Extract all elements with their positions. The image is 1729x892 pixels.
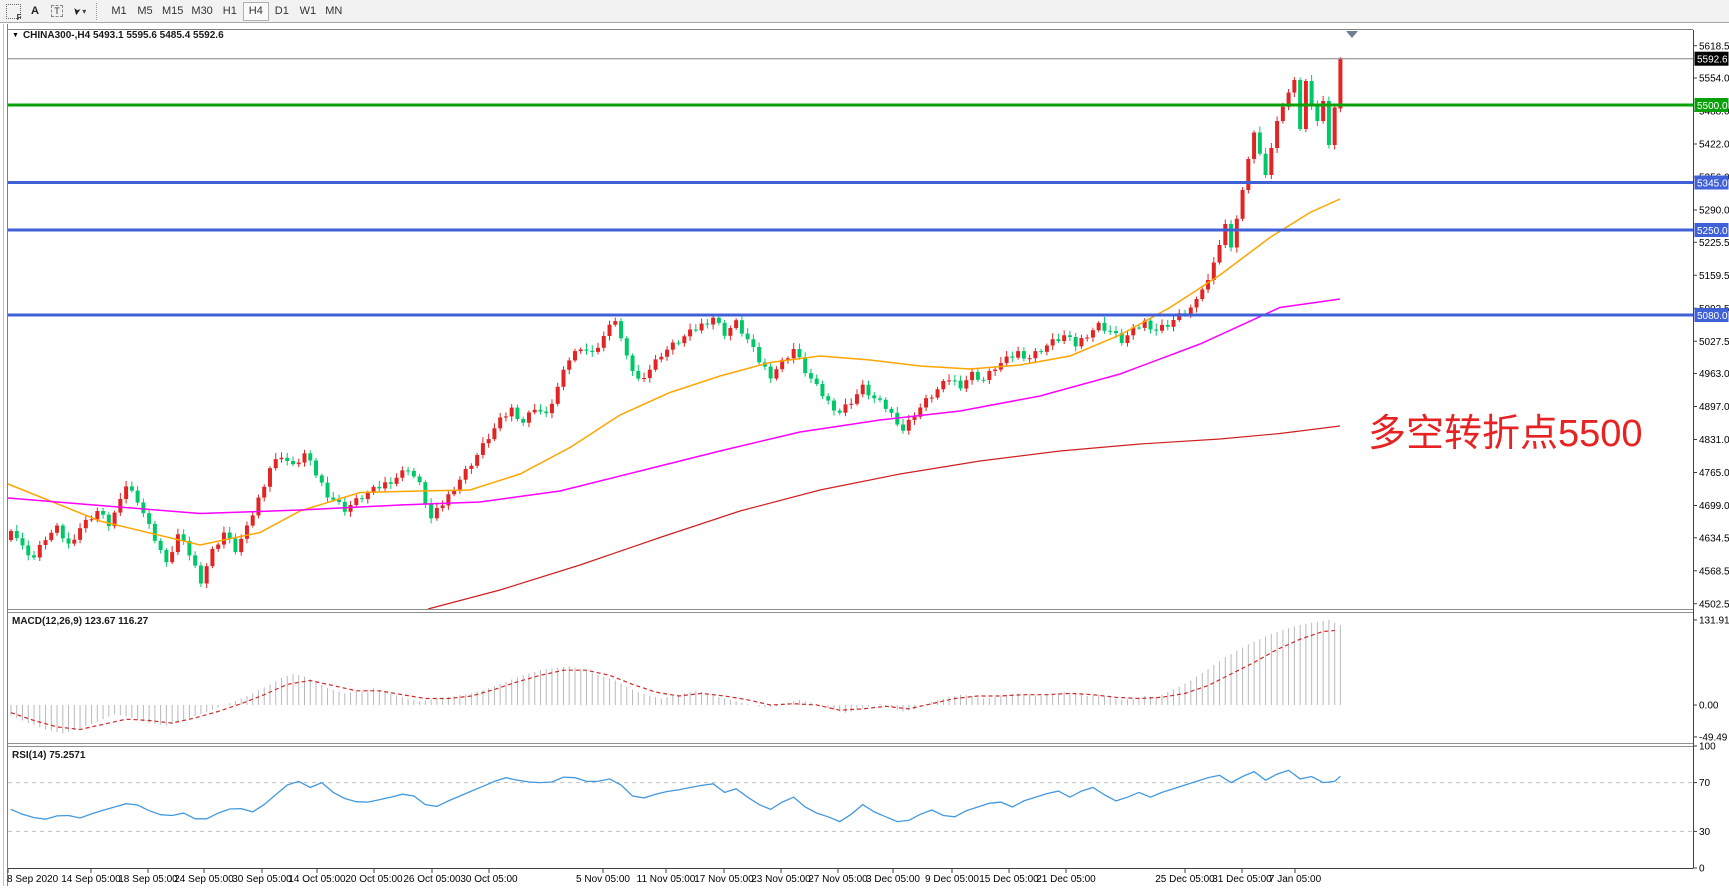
- symbol-title[interactable]: ▼ CHINA300-,H4 5493.1 5595.6 5485.4 5592…: [12, 30, 224, 41]
- svg-text:5159.5: 5159.5: [1699, 271, 1729, 282]
- svg-text:26 Oct 05:00: 26 Oct 05:00: [403, 874, 461, 885]
- svg-text:4568.5: 4568.5: [1699, 566, 1729, 577]
- fibo-grid-tool-button[interactable]: F: [2, 1, 24, 22]
- svg-text:4765.0: 4765.0: [1699, 468, 1729, 479]
- candlestick-series: [9, 57, 1343, 588]
- svg-text:5290.0: 5290.0: [1699, 206, 1729, 217]
- text-tool-button[interactable]: T: [46, 1, 68, 21]
- price-badge-5080.0: 5080.0: [1694, 308, 1729, 322]
- timeframe-button-D1[interactable]: D1: [274, 5, 289, 17]
- chevron-down-icon[interactable]: ▾: [82, 6, 87, 16]
- svg-text:9 Dec 05:00: 9 Dec 05:00: [925, 874, 979, 885]
- macd-indicator-label: MACD(12,26,9) 123.67 116.27: [12, 616, 149, 627]
- macd-histogram: [10, 619, 1341, 734]
- svg-text:23 Nov 05:00: 23 Nov 05:00: [751, 874, 811, 885]
- svg-text:5554.0: 5554.0: [1699, 74, 1729, 85]
- symbol-dropdown-icon[interactable]: ▼: [12, 32, 19, 39]
- svg-text:30 Oct 05:00: 30 Oct 05:00: [460, 874, 518, 885]
- toolbar-separator: [96, 2, 102, 20]
- svg-text:17 Nov 05:00: 17 Nov 05:00: [694, 874, 754, 885]
- macd-signal-line: [10, 629, 1335, 731]
- svg-text:4699.0: 4699.0: [1699, 501, 1729, 512]
- svg-text:20 Oct 05:00: 20 Oct 05:00: [345, 874, 403, 885]
- svg-text:4963.0: 4963.0: [1699, 369, 1729, 380]
- text-tool-icon: T: [51, 5, 63, 17]
- rsi-level-lines: [8, 782, 1693, 832]
- rsi-line: [10, 769, 1341, 823]
- svg-text:70: 70: [1699, 778, 1711, 789]
- timeframe-button-H4[interactable]: H4: [242, 1, 269, 21]
- svg-text:11 Nov 05:00: 11 Nov 05:00: [637, 874, 696, 885]
- ma-slow-red-line: [427, 425, 1341, 610]
- svg-text:0.00: 0.00: [1699, 701, 1719, 712]
- svg-text:15 Dec 05:00: 15 Dec 05:00: [979, 874, 1039, 885]
- ma-fast-orange-line: [7, 198, 1341, 546]
- svg-text:5592.6: 5592.6: [1697, 55, 1728, 66]
- svg-text:24 Sep 05:00: 24 Sep 05:00: [174, 874, 234, 885]
- timeframe-button-H1[interactable]: H1: [222, 5, 237, 17]
- svg-text:3 Dec 05:00: 3 Dec 05:00: [866, 874, 920, 885]
- svg-text:4831.0: 4831.0: [1699, 435, 1729, 446]
- chart-frame: [3, 24, 1694, 886]
- current-price-badge: 5592.6: [1694, 51, 1729, 66]
- chart-canvas[interactable]: 5618.55554.05488.05422.05356.05290.05225…: [0, 24, 1729, 892]
- svg-text:4897.0: 4897.0: [1699, 402, 1729, 413]
- price-badge-5250.0: 5250.0: [1694, 223, 1729, 237]
- svg-text:-49.49: -49.49: [1699, 732, 1728, 743]
- toolbar: F A T ➤ ▾ M1 M5 M15 M30 H1 H4 D1 W1 MN: [0, 0, 1729, 23]
- text-annotation-5500[interactable]: 多空转折点5500: [1368, 413, 1643, 455]
- timeframe-button-MN[interactable]: MN: [325, 5, 343, 17]
- timeframe-button-M15[interactable]: M15: [162, 5, 184, 17]
- price-axis[interactable]: 5618.55554.05488.05422.05356.05290.05225…: [1693, 41, 1729, 610]
- svg-text:131.91: 131.91: [1699, 615, 1729, 626]
- svg-text:25 Dec 05:00: 25 Dec 05:00: [1155, 874, 1215, 885]
- svg-text:5618.5: 5618.5: [1699, 41, 1729, 52]
- timeframe-button-M5[interactable]: M5: [137, 5, 153, 17]
- svg-text:5422.0: 5422.0: [1699, 140, 1729, 151]
- svg-text:100: 100: [1699, 742, 1716, 753]
- svg-text:31 Dec 05:00: 31 Dec 05:00: [1212, 874, 1272, 885]
- svg-text:5080.0: 5080.0: [1697, 311, 1728, 322]
- svg-text:14 Oct 05:00: 14 Oct 05:00: [288, 874, 346, 885]
- timeframe-button-M30[interactable]: M30: [191, 5, 213, 17]
- symbol-ohlc-text: CHINA300-,H4 5493.1 5595.6 5485.4 5592.6: [22, 30, 224, 41]
- svg-text:4634.5: 4634.5: [1699, 533, 1729, 544]
- text-label-icon: A: [31, 5, 39, 17]
- svg-text:7 Jan 05:00: 7 Jan 05:00: [1269, 874, 1322, 885]
- svg-text:5345.0: 5345.0: [1697, 179, 1728, 190]
- ma-mid-magenta-line: [7, 298, 1341, 515]
- svg-text:8 Sep 2020: 8 Sep 2020: [7, 874, 59, 885]
- timeframe-button-M1[interactable]: M1: [111, 5, 127, 17]
- text-label-tool-button[interactable]: A: [24, 1, 46, 21]
- svg-text:5250.0: 5250.0: [1697, 226, 1728, 237]
- svg-text:5027.5: 5027.5: [1699, 337, 1729, 348]
- arrows-tool-button[interactable]: ➤ ▾: [68, 1, 90, 21]
- price-badge-5500.0: 5500.0: [1694, 98, 1729, 112]
- arrows-icon: ➤: [69, 5, 83, 17]
- svg-text:18 Sep 05:00: 18 Sep 05:00: [118, 874, 178, 885]
- svg-text:21 Dec 05:00: 21 Dec 05:00: [1036, 874, 1096, 885]
- svg-text:30 Sep 05:00: 30 Sep 05:00: [232, 874, 292, 885]
- chart-plot-area[interactable]: [8, 30, 1693, 868]
- fibo-grid-icon: F: [5, 3, 22, 22]
- price-badge-5345.0: 5345.0: [1694, 175, 1729, 190]
- rsi-indicator-label: RSI(14) 75.2571: [12, 750, 86, 761]
- chart-shift-marker[interactable]: [1346, 31, 1358, 38]
- svg-text:4502.5: 4502.5: [1699, 599, 1729, 610]
- timeframe-button-W1[interactable]: W1: [299, 5, 317, 17]
- svg-text:5 Nov 05:00: 5 Nov 05:00: [576, 874, 630, 885]
- svg-text:5500.0: 5500.0: [1697, 101, 1728, 112]
- svg-text:0: 0: [1699, 864, 1705, 875]
- svg-text:5225.5: 5225.5: [1699, 238, 1729, 249]
- svg-text:27 Nov 05:00: 27 Nov 05:00: [808, 874, 868, 885]
- svg-text:30: 30: [1699, 827, 1711, 838]
- svg-text:14 Sep 05:00: 14 Sep 05:00: [61, 874, 121, 885]
